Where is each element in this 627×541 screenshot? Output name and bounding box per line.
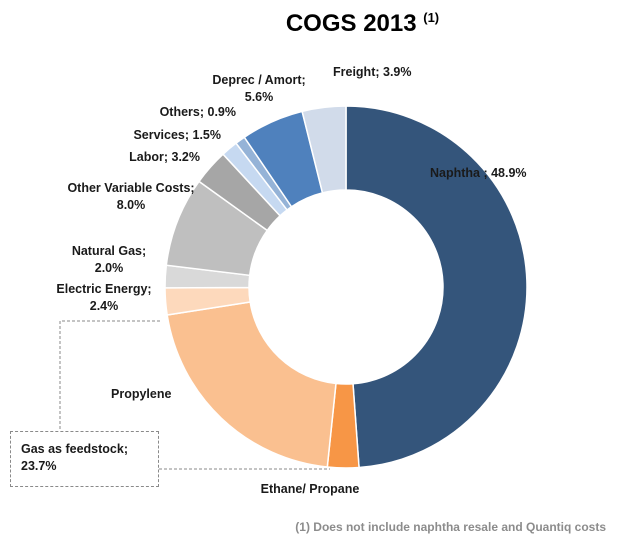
slice-propylene	[166, 301, 337, 468]
label-freight: Freight; 3.9%	[333, 65, 412, 79]
label-electric-energy: Electric Energy; 2.4%	[56, 282, 152, 313]
label-naphtha: Naphtha ; 48.9%	[430, 166, 527, 180]
label-deprec-amort: Deprec / Amort; 5.6%	[212, 73, 306, 104]
chart-title: COGS 2013 (1)	[0, 10, 627, 38]
label-services: Services; 1.5%	[133, 128, 221, 142]
slice-naphtha	[345, 105, 528, 469]
footnote: (1) Does not include naphtha resale and …	[295, 520, 606, 534]
gas-feedstock-label: Gas as feedstock; 23.7%	[21, 442, 128, 473]
label-other-variable-costs: Other Variable Costs; 8.0%	[67, 181, 195, 212]
chart-title-text: COGS 2013	[285, 10, 417, 37]
gas-feedstock-box: Gas as feedstock; 23.7%	[10, 431, 159, 487]
gas-feedstock-leader-top	[59, 320, 160, 431]
label-labor: Labor; 3.2%	[129, 150, 200, 164]
label-natural-gas: Natural Gas; 2.0%	[71, 244, 147, 275]
slice-freight	[301, 105, 347, 194]
label-ethane-propane: Ethane/ Propane	[260, 482, 360, 496]
label-propylene: Propylene	[111, 387, 172, 401]
donut-slices	[164, 105, 528, 469]
label-others: Others; 0.9%	[159, 105, 236, 119]
title-footnote-marker: (1)	[423, 10, 440, 25]
